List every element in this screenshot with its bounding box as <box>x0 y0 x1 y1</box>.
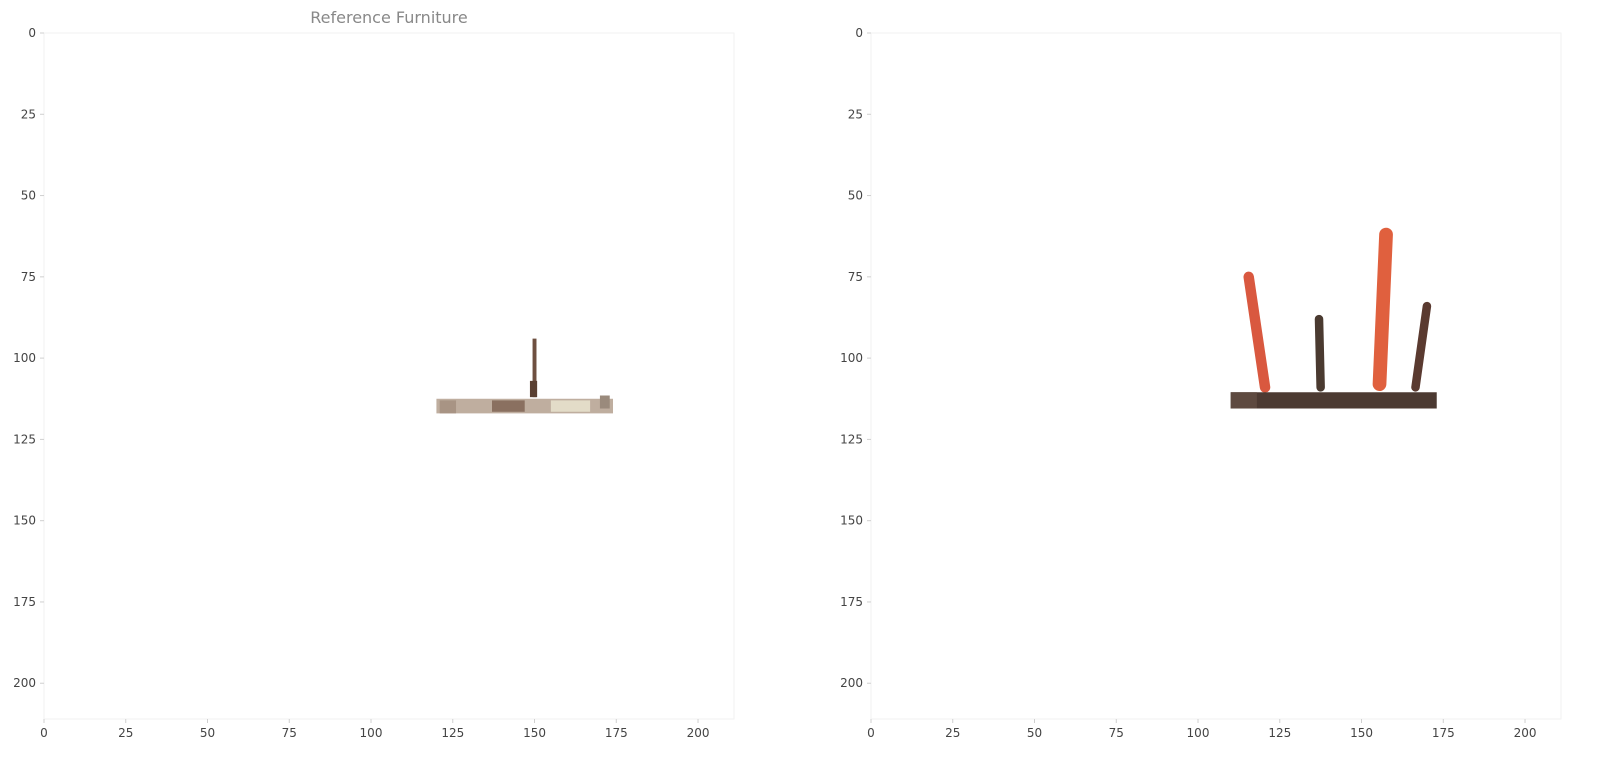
y-tick-label: 125 <box>840 432 863 446</box>
image-object-4 <box>1230 392 1437 409</box>
x-tick-label: 175 <box>1432 726 1455 740</box>
image-content <box>436 338 614 414</box>
y-tick-label: 50 <box>21 189 36 203</box>
y-tick-label: 150 <box>840 514 863 528</box>
generated-furniture-panel: 0 25 50 75 100 125 150 175 200 0 25 50 75 100 125 150 1… <box>840 26 1562 740</box>
y-tick-label: 0 <box>855 26 863 40</box>
y-tick-label: 0 <box>28 26 36 40</box>
y-tick-label: 25 <box>848 107 863 121</box>
image-object-2 <box>550 400 591 412</box>
y-tick-label: 75 <box>848 270 863 284</box>
x-tick-label: 150 <box>1350 726 1373 740</box>
image-object-3 <box>439 400 457 414</box>
x-tick-label: 125 <box>1268 726 1291 740</box>
x-tick-label: 0 <box>867 726 875 740</box>
y-tick-label: 100 <box>13 351 36 365</box>
x-tick-label: 175 <box>605 726 628 740</box>
image-object-5 <box>529 380 538 398</box>
image-object-3 <box>1411 301 1432 392</box>
image-object-4 <box>532 338 537 398</box>
x-tick-label: 125 <box>441 726 464 740</box>
image-object-1 <box>1314 314 1325 392</box>
y-tick-label: 75 <box>21 270 36 284</box>
y-axis: 0 25 50 75 100 125 150 175 200 <box>13 26 44 690</box>
image-object-0 <box>1243 271 1271 393</box>
x-tick-label: 25 <box>118 726 133 740</box>
x-tick-label: 0 <box>40 726 48 740</box>
reference-furniture-panel: Reference Furniture 0 25 50 75 100 125 150 175 2… <box>13 8 735 740</box>
x-tick-label: 150 <box>523 726 546 740</box>
x-tick-label: 50 <box>200 726 215 740</box>
x-tick-label: 200 <box>1514 726 1537 740</box>
x-tick-label: 50 <box>1027 726 1042 740</box>
panel-title: Reference Furniture <box>310 8 468 27</box>
y-tick-label: 50 <box>848 189 863 203</box>
x-axis: 0 25 50 75 100 125 150 175 200 <box>867 719 1536 740</box>
image-object-6 <box>599 395 610 409</box>
x-tick-label: 75 <box>1109 726 1124 740</box>
x-tick-label: 100 <box>1187 726 1210 740</box>
y-tick-label: 125 <box>13 432 36 446</box>
image-content <box>1230 227 1437 409</box>
x-tick-label: 100 <box>360 726 383 740</box>
image-object-1 <box>492 400 525 412</box>
x-tick-label: 75 <box>282 726 297 740</box>
plot-area <box>870 32 1562 720</box>
y-tick-label: 175 <box>13 595 36 609</box>
x-axis: 0 25 50 75 100 125 150 175 200 <box>40 719 709 740</box>
y-tick-label: 100 <box>840 351 863 365</box>
x-tick-label: 25 <box>945 726 960 740</box>
y-axis: 0 25 50 75 100 125 150 175 200 <box>840 26 871 690</box>
y-tick-label: 200 <box>13 676 36 690</box>
plot-area <box>43 32 735 720</box>
y-tick-label: 200 <box>840 676 863 690</box>
y-tick-label: 175 <box>840 595 863 609</box>
image-object-5 <box>1230 392 1257 409</box>
x-tick-label: 200 <box>687 726 710 740</box>
image-object-2 <box>1372 227 1393 391</box>
y-tick-label: 25 <box>21 107 36 121</box>
y-tick-label: 150 <box>13 514 36 528</box>
